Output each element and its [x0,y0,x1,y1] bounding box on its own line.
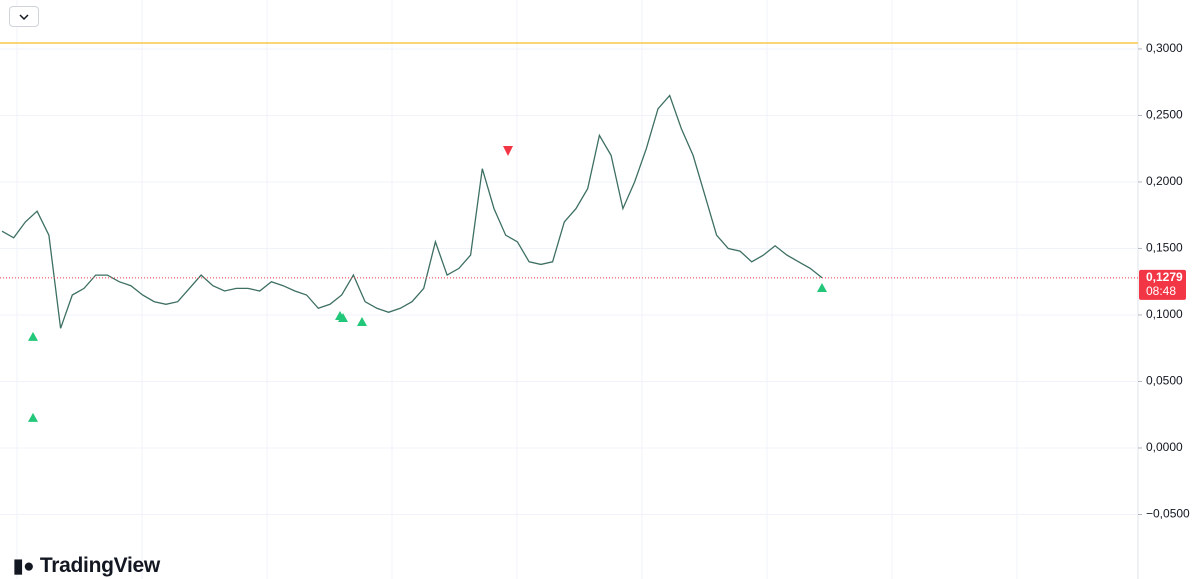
y-tick-label: 0,0000 [1146,440,1183,454]
buy-signal [28,331,38,341]
y-tick-label: 0,2000 [1146,174,1183,188]
brand-text: TradingView [39,554,160,577]
brand-logo: ▮● TradingView [13,554,160,578]
y-tick-label: 0,2500 [1146,108,1183,122]
last-price-badge [1139,269,1186,300]
last-price-label: 0,1279 [1146,270,1183,284]
buy-signal [357,317,367,327]
y-tick-label: −0,0500 [1146,507,1190,521]
y-tick-label: 0,0500 [1146,374,1183,388]
buy-signal [28,412,38,422]
sell-signal [503,145,513,156]
y-tick-label: 0,1000 [1146,307,1183,321]
price-line [1,94,823,329]
buy-signal [338,313,348,323]
countdown-label: 08:48 [1146,284,1176,298]
y-tick-label: 0,1500 [1146,241,1183,255]
y-tick-label: 0,3000 [1146,41,1183,55]
collapse-button[interactable] [9,6,39,27]
buy-signal [817,282,827,292]
logo-mark: ▮● [13,556,35,577]
chevron-icon [19,14,29,21]
